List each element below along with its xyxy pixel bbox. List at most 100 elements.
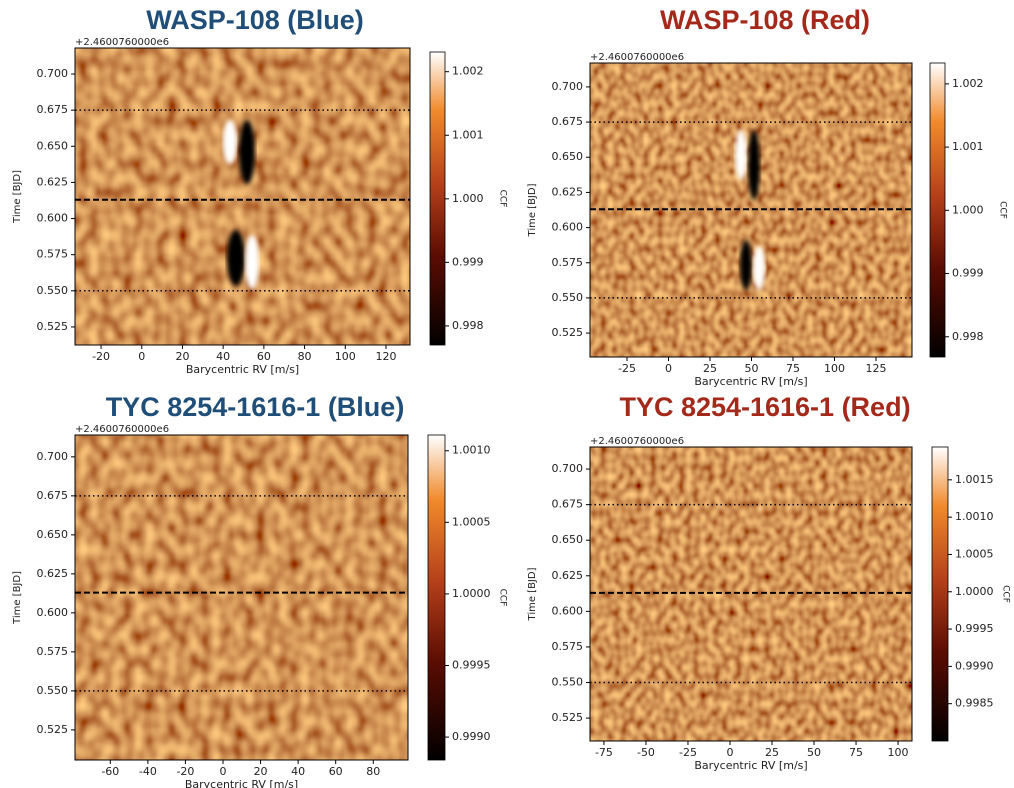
signal-streak xyxy=(748,130,760,200)
x-tick-label: 25 xyxy=(703,362,717,375)
y-tick-label: 0.600 xyxy=(552,604,584,617)
colorbar xyxy=(427,434,446,761)
colorbar-tick-label: 0.999 xyxy=(452,255,484,268)
x-tick-label: 80 xyxy=(298,350,312,363)
y-tick-label: 0.550 xyxy=(37,684,69,697)
heatmap xyxy=(75,435,408,760)
x-axis-label: Barycentric RV [m/s] xyxy=(694,759,807,772)
y-tick-label: 0.575 xyxy=(37,645,69,658)
x-tick-label: 40 xyxy=(291,765,305,778)
colorbar-tick-label: 0.9995 xyxy=(955,622,994,635)
offset-text: +2.4600760000e6 xyxy=(75,424,169,435)
x-tick-label: 0 xyxy=(726,746,733,759)
y-tick-label: 0.550 xyxy=(552,291,584,304)
y-tick-label: 0.675 xyxy=(37,489,69,502)
panel-title: TYC 8254-1616-1 (Blue) xyxy=(106,392,405,422)
x-tick-label: 75 xyxy=(786,362,800,375)
plot-frame xyxy=(589,446,913,742)
x-tick-label: 100 xyxy=(335,350,356,363)
colorbar-tick-label: 0.9985 xyxy=(955,697,994,710)
colorbar-tick-label: 1.002 xyxy=(952,77,984,90)
y-tick-label: 0.650 xyxy=(552,150,584,163)
y-tick-label: 0.525 xyxy=(37,723,69,736)
x-tick-label: 60 xyxy=(257,350,271,363)
colorbar-label: CCF xyxy=(498,589,508,607)
x-tick-label: 75 xyxy=(849,746,863,759)
y-axis-label: Time [BJD] xyxy=(527,567,538,621)
panel-title: WASP-108 (Red) xyxy=(660,5,870,35)
panel-title: TYC 8254-1616-1 (Red) xyxy=(619,392,910,422)
x-tick-label: -20 xyxy=(92,350,110,363)
y-tick-label: 0.525 xyxy=(552,711,584,724)
y-tick-label: 0.675 xyxy=(37,103,69,116)
heatmap xyxy=(75,48,410,345)
offset-text: +2.4600760000e6 xyxy=(590,436,684,447)
y-tick-label: 0.700 xyxy=(37,67,69,80)
y-tick-label: 0.600 xyxy=(37,212,69,225)
x-tick-label: 100 xyxy=(888,746,909,759)
x-tick-label: 20 xyxy=(254,765,268,778)
x-tick-label: 20 xyxy=(175,350,189,363)
plot-frame xyxy=(74,434,409,761)
x-tick-label: -60 xyxy=(101,765,119,778)
signal-streak xyxy=(245,235,259,289)
x-tick-label: -75 xyxy=(595,746,613,759)
colorbar-tick-label: 1.0015 xyxy=(955,473,994,486)
y-axis-label: Time [BJD] xyxy=(527,183,538,237)
heatmap xyxy=(590,63,912,357)
y-tick-label: 0.600 xyxy=(552,221,584,234)
colorbar-label: CCF xyxy=(498,190,508,208)
x-tick-label: 0 xyxy=(665,362,672,375)
colorbar-tick-label: 1.000 xyxy=(452,192,484,205)
colorbar xyxy=(929,62,946,358)
x-tick-label: 40 xyxy=(216,350,230,363)
x-tick-label: -25 xyxy=(618,362,636,375)
x-tick-label: 50 xyxy=(807,746,821,759)
x-tick-label: 125 xyxy=(865,362,886,375)
y-tick-label: 0.575 xyxy=(552,640,584,653)
x-tick-label: 0 xyxy=(220,765,227,778)
colorbar-tick-label: 1.0005 xyxy=(452,515,491,528)
y-axis-label: Time [BJD] xyxy=(12,170,23,224)
y-tick-label: 0.675 xyxy=(552,115,584,128)
x-tick-label: -40 xyxy=(139,765,157,778)
signal-streak xyxy=(239,120,255,184)
y-tick-label: 0.550 xyxy=(37,284,69,297)
x-axis-label: Barycentric RV [m/s] xyxy=(185,778,298,788)
y-tick-label: 0.575 xyxy=(552,256,584,269)
colorbar-label: CCF xyxy=(1001,585,1011,603)
heatmap-texture xyxy=(590,447,912,741)
x-tick-label: 100 xyxy=(824,362,845,375)
y-tick-label: 0.700 xyxy=(552,80,584,93)
colorbar-tick-label: 1.0005 xyxy=(955,547,994,560)
y-tick-label: 0.625 xyxy=(37,175,69,188)
heatmap xyxy=(590,447,912,741)
colorbar-tick-label: 1.000 xyxy=(952,203,984,216)
y-tick-label: 0.525 xyxy=(552,326,584,339)
colorbar-tick-label: 1.0000 xyxy=(452,587,491,600)
colorbar-tick-label: 1.0000 xyxy=(955,585,994,598)
x-axis-label: Barycentric RV [m/s] xyxy=(694,375,807,388)
y-tick-label: 0.625 xyxy=(552,569,584,582)
y-tick-label: 0.625 xyxy=(37,567,69,580)
x-tick-label: 0 xyxy=(138,350,145,363)
colorbar-tick-label: 0.999 xyxy=(952,267,984,280)
y-tick-label: 0.700 xyxy=(552,462,584,475)
colorbar-tick-label: 1.0010 xyxy=(452,444,491,457)
colorbar-tick-label: 0.9990 xyxy=(452,730,491,743)
colorbar-tick-label: 0.9995 xyxy=(452,659,491,672)
heatmap-texture xyxy=(75,435,408,760)
colorbar-tick-label: 0.998 xyxy=(952,330,984,343)
y-tick-label: 0.675 xyxy=(552,498,584,511)
x-tick-label: 25 xyxy=(765,746,779,759)
colorbar-tick-label: 0.9990 xyxy=(955,659,994,672)
y-tick-label: 0.550 xyxy=(552,676,584,689)
offset-text: +2.4600760000e6 xyxy=(75,37,169,48)
colorbar-label: CCF xyxy=(998,201,1008,219)
y-axis-label: Time [BJD] xyxy=(12,571,23,625)
signal-streak xyxy=(735,130,747,180)
colorbar xyxy=(429,51,446,346)
plot-frame xyxy=(74,47,411,346)
x-tick-label: 80 xyxy=(366,765,380,778)
